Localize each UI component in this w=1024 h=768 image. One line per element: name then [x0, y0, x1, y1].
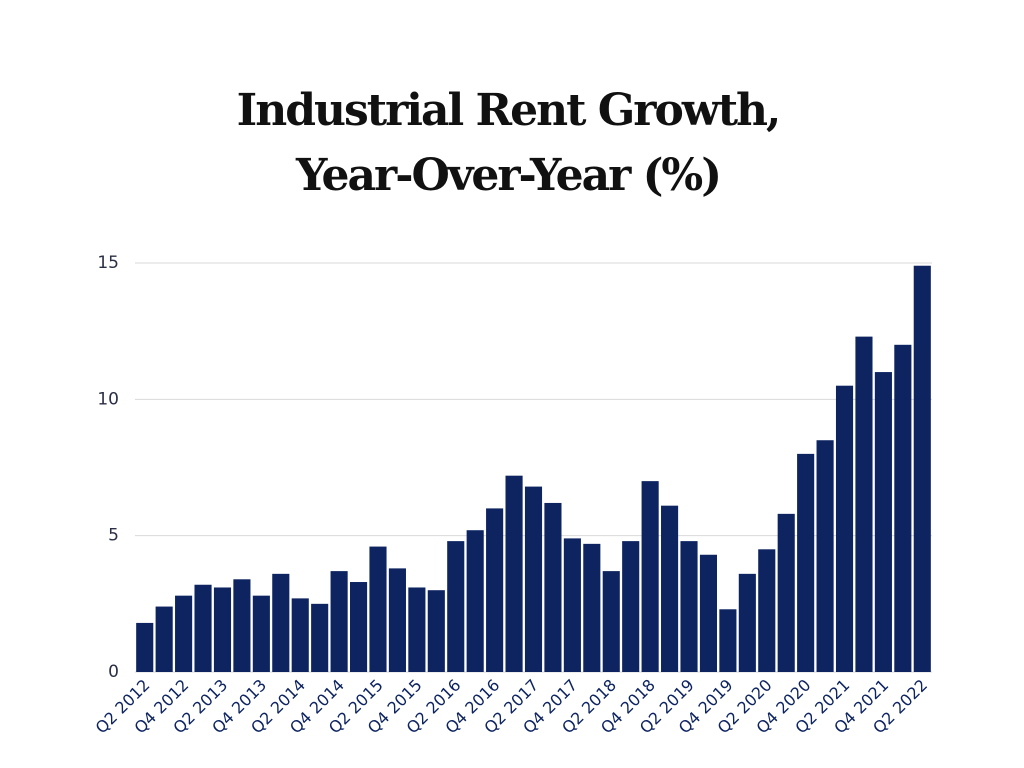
bar: [894, 344, 912, 672]
bar: [408, 587, 426, 672]
bar: [641, 481, 659, 672]
bar: [486, 508, 504, 672]
bar: [194, 584, 212, 672]
y-tick-label: 15: [97, 253, 119, 273]
bar: [466, 530, 484, 672]
bar: [777, 513, 795, 672]
chart-title: Industrial Rent Growth,: [237, 85, 780, 136]
bar: [738, 573, 756, 672]
bar: [719, 609, 737, 672]
bar: [311, 603, 329, 672]
bar: [524, 486, 543, 672]
bar: [330, 571, 348, 672]
bar: [699, 554, 718, 672]
chart-title: Year-Over-Year (%): [295, 150, 720, 201]
bar: [272, 573, 290, 672]
bar: [369, 546, 387, 672]
bar: [155, 606, 173, 672]
bar: [291, 598, 309, 672]
bar: [233, 579, 251, 672]
bar: [758, 549, 776, 672]
bar: [447, 541, 465, 672]
y-tick-label: 10: [97, 389, 119, 409]
bar: [602, 571, 620, 672]
y-tick-label: 5: [108, 526, 119, 546]
bar: [544, 502, 562, 672]
bar: [816, 440, 834, 672]
bar: [349, 582, 368, 672]
bar: [213, 587, 232, 672]
bar: [505, 475, 523, 672]
bar: [136, 622, 154, 672]
bar: [388, 568, 406, 672]
bar: [622, 541, 640, 672]
bar: [563, 538, 581, 672]
bar: [874, 372, 892, 672]
bar: [680, 541, 698, 672]
bar: [427, 590, 445, 672]
bar: [661, 505, 679, 672]
bar: [175, 595, 193, 672]
bar: [835, 385, 854, 672]
bar: [913, 265, 931, 672]
y-tick-label: 0: [108, 662, 119, 682]
bar: [583, 543, 601, 672]
bar: [855, 336, 873, 672]
bar: [252, 595, 270, 672]
bar: [797, 453, 815, 672]
